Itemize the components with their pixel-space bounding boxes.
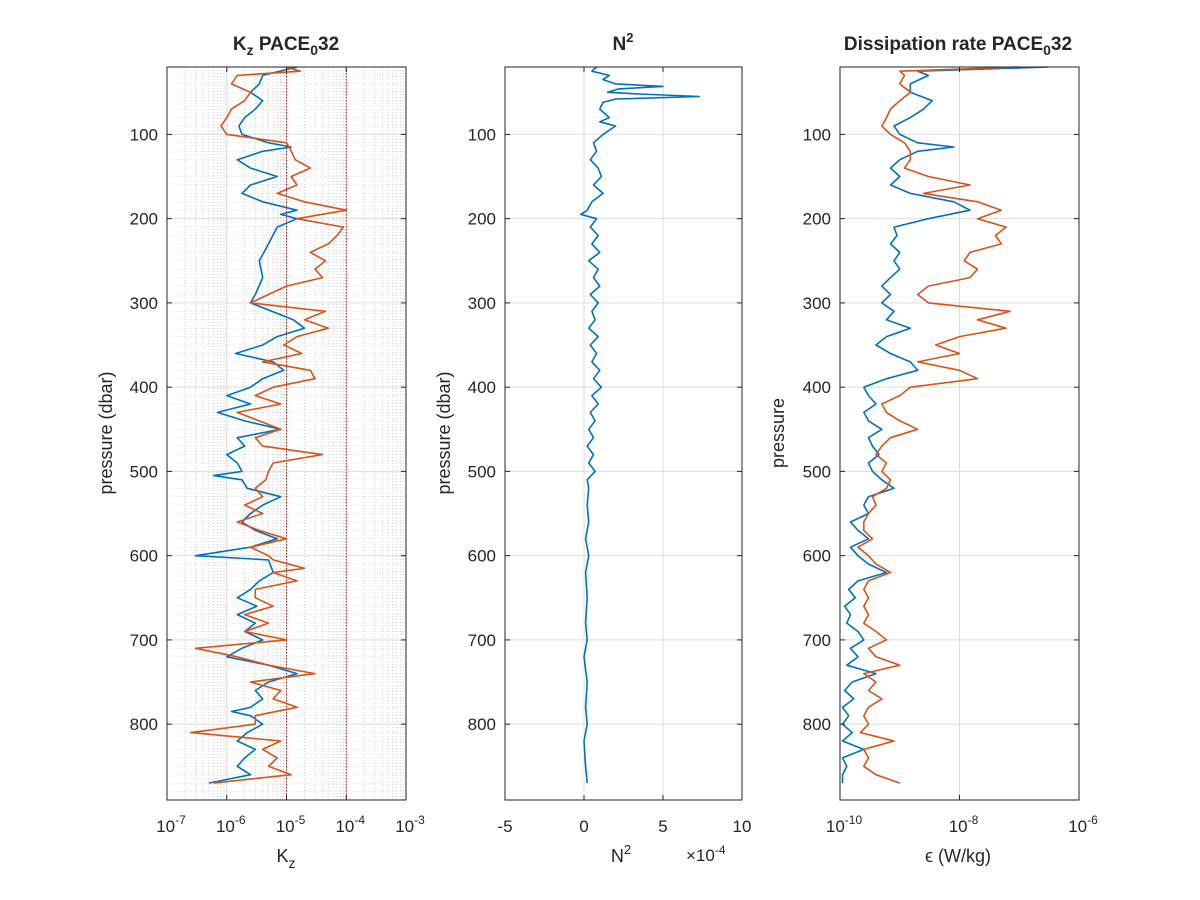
- n2-ytick-label: 200: [468, 210, 496, 229]
- kz-ytick-label: 800: [130, 715, 158, 734]
- dissipation-ytick-label: 700: [803, 631, 831, 650]
- kz-series-lines: [190, 66, 348, 784]
- kz-ytick-label: 200: [130, 210, 158, 229]
- kz-panel: 10-7 10-6 10-5 10-4 10-3 100 200 300 400 500 600 7…: [96, 34, 425, 871]
- kz-ytick-label: 500: [130, 462, 158, 481]
- dissipation-ytick-label: 600: [803, 547, 831, 566]
- dissipation-xlabel: ϵ (W/kg): [925, 846, 991, 866]
- n2-ytick-label: 300: [468, 294, 496, 313]
- dissipation-ytick-label: 200: [803, 210, 831, 229]
- n2-xtick-label: 10: [733, 817, 752, 836]
- n2-ytick-label: 100: [468, 125, 496, 144]
- n2-xtick-label: -5: [497, 817, 512, 836]
- kz-reference-lines: [286, 67, 347, 800]
- kz-xtick-label: 10-3: [395, 813, 425, 836]
- dissipation-series-blue: [841, 66, 1048, 784]
- kz-xlabel: Kz: [276, 846, 295, 871]
- dissipation-ytick-label: 300: [803, 294, 831, 313]
- kz-xtick-label: 10-7: [156, 813, 186, 836]
- n2-xtick-label: 0: [579, 817, 588, 836]
- dissipation-ytick-label: 100: [803, 125, 831, 144]
- n2-xtick-label: 5: [658, 817, 667, 836]
- n2-ytick-label: 500: [468, 462, 496, 481]
- n2-panel: -5 0 5 10 100 200 300 400 500 600 700 800 N2 N2 ×1…: [434, 30, 751, 866]
- dissipation-yticks: 100 200 300 400 500 600 700 800: [803, 125, 1079, 734]
- dissipation-panel: 10-10 10-8 10-6 100 200 300 400 500 600 700 800 D…: [768, 34, 1098, 866]
- kz-series-orange: [190, 66, 348, 784]
- n2-xticks: -5 0 5 10: [497, 67, 751, 836]
- dissipation-ytick-label: 800: [803, 715, 831, 734]
- n2-ytick-label: 800: [468, 715, 496, 734]
- kz-title: Kz PACE032: [233, 34, 339, 58]
- kz-xticks: 10-7 10-6 10-5 10-4 10-3: [156, 67, 425, 836]
- dissipation-xtick-label: 10-10: [826, 813, 863, 836]
- kz-ytick-label: 100: [130, 125, 158, 144]
- kz-xtick-label: 10-5: [276, 813, 306, 836]
- dissipation-ylabel: pressure: [768, 398, 788, 468]
- n2-ytick-label: 600: [468, 547, 496, 566]
- dissipation-xtick-label: 10-8: [949, 813, 979, 836]
- kz-series-blue: [194, 66, 306, 784]
- kz-ytick-label: 400: [130, 378, 158, 397]
- n2-x-multiplier: ×10-4: [686, 843, 726, 865]
- kz-xtick-label: 10-6: [216, 813, 246, 836]
- kz-ylabel: pressure (dbar): [96, 371, 116, 494]
- n2-ytick-label: 700: [468, 631, 496, 650]
- kz-ytick-label: 700: [130, 631, 158, 650]
- n2-xlabel: N2: [611, 842, 631, 866]
- kz-ytick-label: 300: [130, 294, 158, 313]
- n2-axes-box: [504, 66, 743, 801]
- dissipation-xtick-label: 10-6: [1068, 813, 1098, 836]
- n2-ylabel: pressure (dbar): [434, 371, 454, 494]
- n2-ytick-label: 400: [468, 378, 496, 397]
- kz-yticks: 100 200 300 400 500 600 700 800: [130, 125, 406, 734]
- n2-series-blue: [579, 66, 701, 784]
- n2-yticks: 100 200 300 400 500 600 700 800: [468, 125, 742, 734]
- dissipation-ytick-label: 500: [803, 462, 831, 481]
- kz-ytick-label: 600: [130, 547, 158, 566]
- dissipation-xticks: 10-10 10-8 10-6: [826, 67, 1098, 836]
- n2-title: N2: [613, 30, 634, 55]
- dissipation-series-orange: [857, 66, 1020, 784]
- dissipation-ytick-label: 400: [803, 378, 831, 397]
- kz-xtick-label: 10-4: [335, 813, 365, 836]
- dissipation-series-lines: [841, 66, 1048, 784]
- n2-series-lines: [579, 66, 701, 784]
- dissipation-title: Dissipation rate PACE032: [844, 34, 1072, 58]
